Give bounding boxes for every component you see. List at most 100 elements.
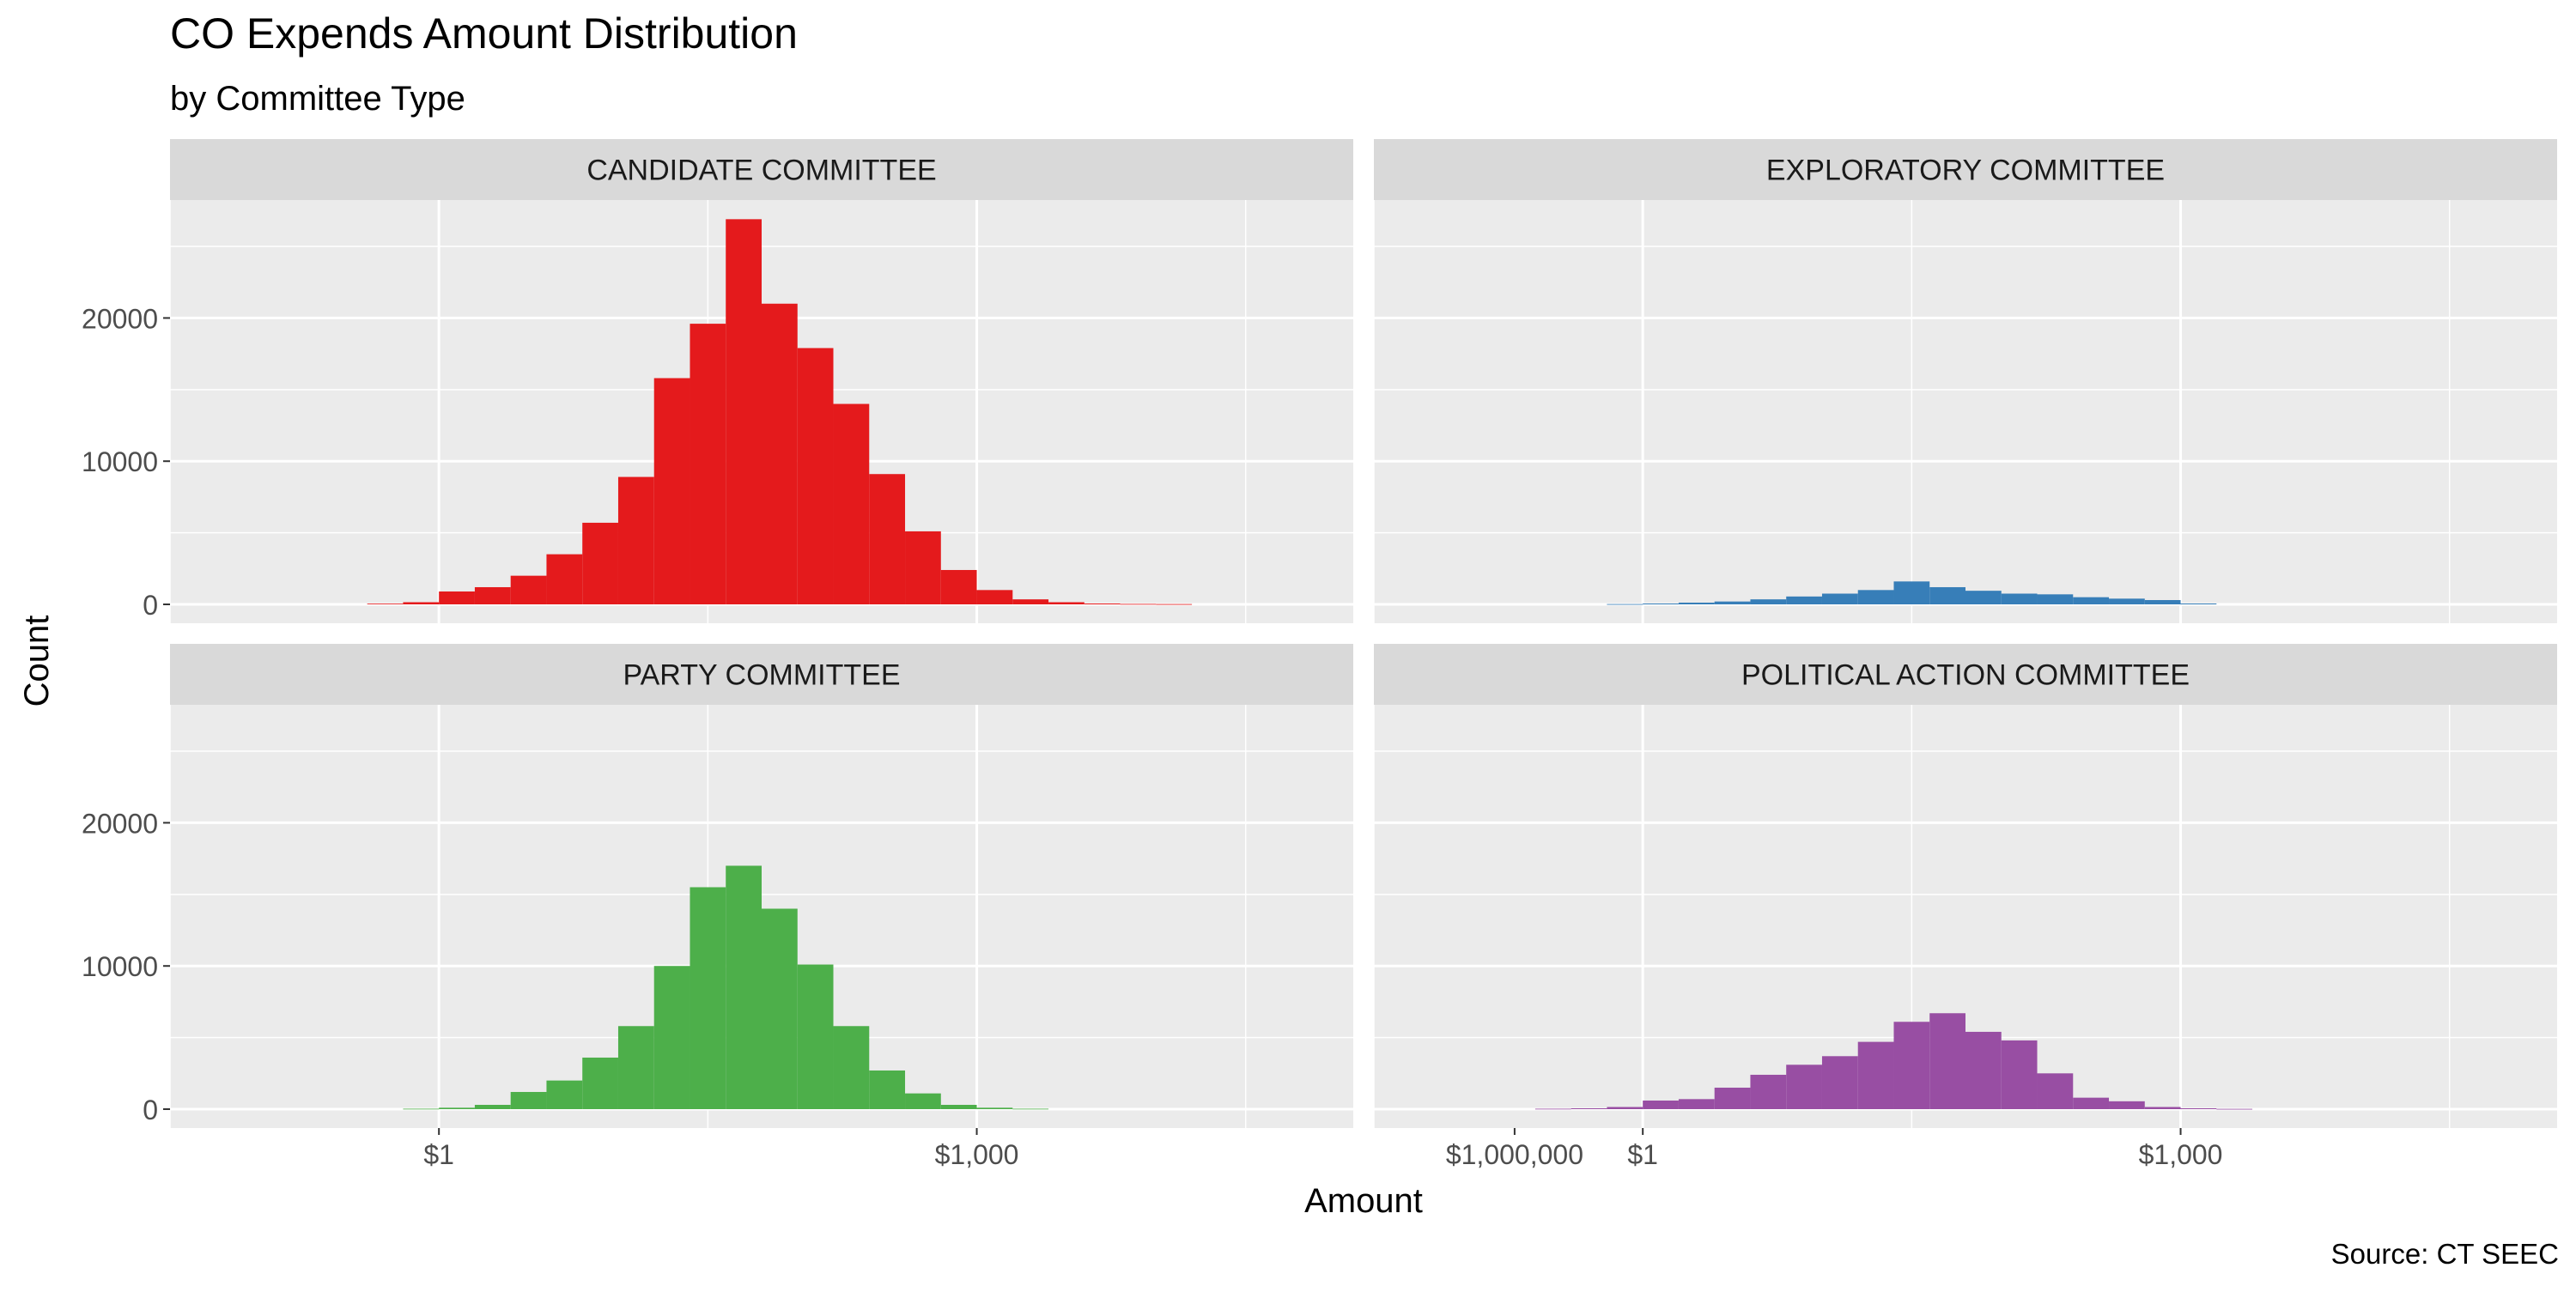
x-tick-label: $1 <box>423 1139 454 1170</box>
histogram-bar <box>905 1093 941 1109</box>
x-tick-label: $1,000 <box>935 1139 1019 1170</box>
histogram-bar <box>474 586 511 604</box>
histogram-bar <box>2109 1101 2145 1109</box>
histogram-bar <box>1607 604 1643 605</box>
histogram-bar <box>1012 1108 1049 1110</box>
histogram-bar <box>1929 1013 1965 1109</box>
histogram-bar <box>2180 1107 2217 1109</box>
histogram-bar <box>510 1091 547 1109</box>
facet-strip <box>1374 139 2557 200</box>
histogram-bar <box>1534 1108 1571 1110</box>
histogram-bar <box>2073 597 2110 604</box>
histogram-bar <box>1750 599 1787 604</box>
histogram-bar <box>546 1080 583 1109</box>
histogram-bar <box>2073 1097 2110 1109</box>
facet-panel: CANDIDATE COMMITTEE 0 10000 20000 <box>82 139 1516 623</box>
histogram-bar <box>833 1026 870 1109</box>
x-tick-label: $1 <box>1627 1139 1658 1170</box>
y-tick-label: 0 <box>143 590 158 621</box>
y-tick-label: 20000 <box>82 303 158 334</box>
facet-panels: CANDIDATE COMMITTEE 0 10000 20000 EXPLORATOR… <box>82 139 2557 1170</box>
y-tick-label: 10000 <box>82 446 158 477</box>
histogram-bar <box>833 403 870 604</box>
histogram-bar <box>582 522 618 604</box>
histogram-bar <box>1607 1107 1643 1109</box>
histogram-bar <box>1821 1056 1858 1109</box>
x-axis-label: Amount <box>1304 1182 1423 1220</box>
histogram-bar <box>1786 596 1822 604</box>
histogram-bar <box>510 575 547 604</box>
histogram-bar <box>976 590 1013 604</box>
histogram-bar <box>582 1057 618 1109</box>
histogram-bar <box>726 219 762 604</box>
histogram-bar <box>1965 591 2002 604</box>
histogram-bar <box>762 908 798 1109</box>
facet-strip-label: EXPLORATORY COMMITTEE <box>1766 155 2165 187</box>
histogram-bar <box>403 602 440 604</box>
histogram-bar <box>1821 593 1858 604</box>
histogram-bar <box>869 1070 906 1109</box>
histogram-bar <box>905 531 941 604</box>
facet-panel: EXPLORATORY COMMITTEE <box>1373 139 2557 623</box>
x-tick-label: $1,000 <box>2139 1139 2223 1170</box>
histogram-bar <box>1893 1022 1930 1109</box>
chart-subtitle: by Committee Type <box>170 80 465 118</box>
histogram-bar <box>1714 1087 1751 1109</box>
histogram-bar <box>2109 598 2145 604</box>
histogram-bar <box>617 476 654 604</box>
histogram-bar <box>797 964 834 1109</box>
facet-strip-label: POLITICAL ACTION COMMITTEE <box>1741 659 2190 692</box>
histogram-bar <box>1156 604 1193 605</box>
histogram-bar <box>2037 1073 2074 1109</box>
facet-strip <box>170 644 1353 705</box>
histogram-bar <box>439 591 475 604</box>
histogram-bar <box>797 348 834 604</box>
histogram-bar <box>1857 590 1894 604</box>
x-tick-label: $1,000,000 <box>1446 1139 1583 1170</box>
histogram-bar <box>2001 593 2038 604</box>
histogram-bar <box>1678 602 1715 604</box>
histogram-bar <box>1750 1074 1787 1109</box>
histogram-bar <box>1929 586 1965 604</box>
histogram-bar <box>690 887 726 1109</box>
histogram-bar <box>617 1026 654 1109</box>
histogram-bar <box>1643 1100 1679 1109</box>
histogram-bar <box>976 1107 1013 1109</box>
histogram-bar <box>653 966 690 1109</box>
histogram-bar <box>869 474 906 604</box>
histogram-bar <box>474 1104 511 1109</box>
y-tick-label: 0 <box>143 1095 158 1125</box>
chart-title: CO Expends Amount Distribution <box>170 9 798 58</box>
histogram-bar <box>1048 602 1084 604</box>
caption: Source: CT SEEC <box>2331 1238 2559 1270</box>
histogram-bar <box>439 1107 475 1109</box>
histogram-bar <box>940 569 977 604</box>
histogram-bar <box>403 1108 440 1110</box>
histogram-bar <box>1893 581 1930 604</box>
histogram-bar <box>690 324 726 604</box>
histogram-bar <box>1012 599 1049 604</box>
y-tick-label: 20000 <box>82 808 158 839</box>
histogram-bar <box>2144 1107 2181 1109</box>
histogram-bar <box>726 865 762 1109</box>
facet-panel: POLITICAL ACTION COMMITTEE $1 $1,000 $1,000… <box>1373 644 2557 1170</box>
facet-panel: PARTY COMMITTEE 0 10000 20000 $1 $1,000 $1,000… <box>82 644 1583 1170</box>
panel-background <box>1374 200 2557 623</box>
histogram-bar <box>2001 1040 2038 1109</box>
histogram-bar <box>762 303 798 604</box>
y-tick-label: 10000 <box>82 951 158 982</box>
histogram-bar <box>546 554 583 604</box>
y-axis-label: Count <box>18 616 56 707</box>
facet-strip-label: CANDIDATE COMMITTEE <box>586 155 936 187</box>
facet-strip <box>170 139 1353 200</box>
histogram-bar <box>1571 1107 1607 1109</box>
histogram-bar <box>2037 594 2074 604</box>
histogram-bar <box>2144 599 2181 604</box>
histogram-bar <box>1714 601 1751 604</box>
facet-strip <box>1374 644 2557 705</box>
histogram-bar <box>653 378 690 604</box>
histogram-bar <box>1786 1065 1822 1109</box>
histogram-bar <box>2216 1108 2253 1110</box>
